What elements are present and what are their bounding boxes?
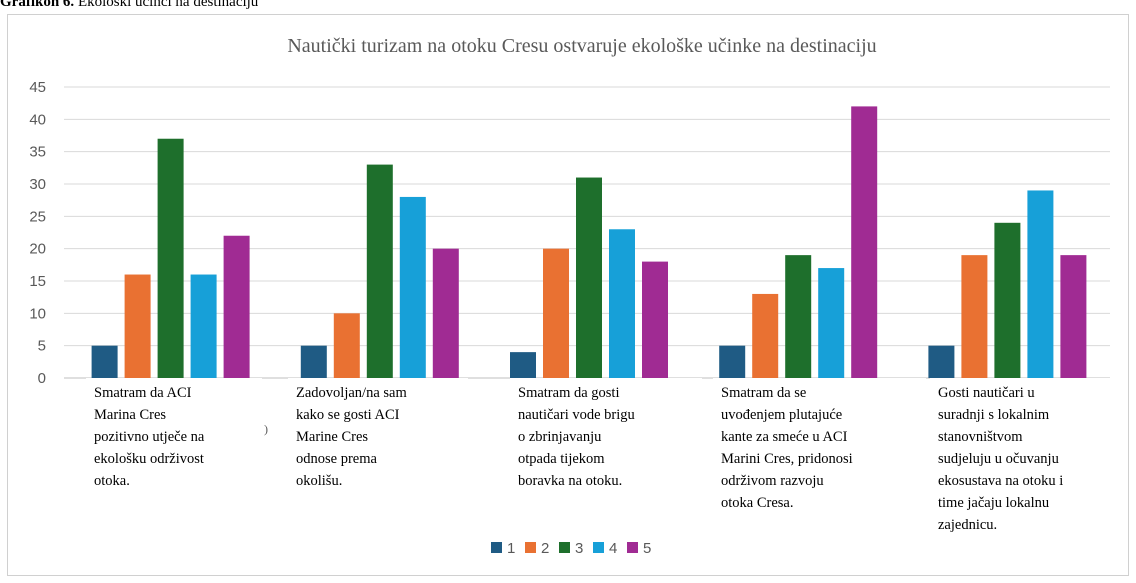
category-label-1: Smatram da ACI Marina Cres pozitivno utječ… — [86, 378, 262, 496]
bar-series-2-cat-1 — [124, 274, 151, 378]
legend-label-1: 1 — [507, 540, 515, 557]
stray-mark: ) — [264, 422, 268, 436]
y-tick-label: 0 — [38, 370, 46, 387]
category-label-line: Marine Cres — [296, 429, 369, 445]
chart-title: Nautički turizam na otoku Cresu ostvaruj… — [287, 35, 876, 57]
bar-series-3-cat-1 — [157, 138, 184, 378]
bar-series-4-cat-2 — [399, 196, 426, 378]
y-tick-label: 20 — [29, 241, 46, 258]
category-label-line: otoka. — [94, 473, 130, 489]
category-label-5: Gosti nautičari u suradnji s lokalnim stan… — [930, 378, 1110, 540]
legend-swatch-2 — [525, 542, 536, 553]
category-label-line: otpada tijekom — [518, 451, 605, 467]
bar-series-2-cat-3 — [543, 248, 569, 378]
category-label-line: održivom razvoju — [721, 473, 824, 489]
category-label-line: o zbrinjavanju — [518, 429, 602, 445]
bar-series-3-cat-4 — [785, 255, 812, 378]
category-label-line: time jačaju lokalnu — [938, 495, 1050, 511]
category-label-line: nautičari vode brigu — [518, 407, 635, 423]
category-label-line: Gosti nautičari u — [938, 385, 1035, 401]
bar-series-1-cat-5 — [928, 345, 955, 378]
bar-series-1-cat-2 — [300, 345, 327, 378]
bar-series-1-cat-1 — [91, 345, 118, 378]
category-label-line: sudjeluju u očuvanju — [938, 451, 1059, 467]
legend-label-5: 5 — [643, 540, 651, 557]
bar-series-4-cat-3 — [609, 229, 635, 378]
bar-series-3-cat-3 — [576, 177, 602, 378]
bar-series-1-cat-4 — [719, 345, 746, 378]
bar-series-4-cat-5 — [1027, 190, 1054, 378]
category-label-line: Marini Cres, pridonosi — [721, 451, 853, 467]
category-label-line: Smatram da ACI — [94, 385, 192, 401]
legend-swatch-5 — [627, 542, 638, 553]
y-tick-label: 15 — [29, 273, 46, 290]
category-label-line: boravka na otoku. — [518, 473, 623, 489]
legend-swatch-4 — [593, 542, 604, 553]
legend-swatch-3 — [559, 542, 570, 553]
legend-swatch-1 — [491, 542, 502, 553]
category-label-line: uvođenjem plutajuće — [721, 407, 843, 423]
legend-label-3: 3 — [575, 540, 583, 557]
category-label-3: Smatram da gosti nautičari vode brigu o zb… — [510, 378, 702, 496]
y-tick-label: 25 — [29, 208, 46, 225]
y-tick-label: 10 — [29, 305, 46, 322]
category-label-line: pozitivno utječe na — [94, 429, 205, 445]
caption-prefix: Grafikon 6. — [0, 0, 75, 10]
category-label-line: Marina Cres — [94, 407, 167, 423]
category-label-line: ekosustava na otoku i — [938, 473, 1064, 489]
category-label-line: odnose prema — [296, 451, 377, 467]
category-label-line: zajednicu. — [938, 517, 998, 533]
category-label-line: kante za smeće u ACI — [721, 429, 848, 445]
category-label-line: ekološku održivost — [94, 451, 204, 467]
legend: 1 2 3 4 5 — [491, 540, 651, 557]
y-tick-label: 45 — [29, 79, 46, 96]
bar-series-2-cat-2 — [333, 313, 360, 378]
bar-series-2-cat-4 — [752, 293, 779, 378]
category-label-line: otoka Cresa. — [721, 495, 794, 511]
y-axis-ticks: 0 5 10 15 20 25 30 35 40 45 — [29, 79, 46, 387]
category-label-2: Zadovoljan/na sam kako se gosti ACI Marine… — [288, 378, 468, 496]
bar-series-5-cat-4 — [851, 106, 878, 379]
bar-series-4-cat-4 — [818, 268, 845, 378]
caption-text: Ekološki učinci na destinaciju — [77, 0, 259, 10]
legend-label-4: 4 — [609, 540, 617, 557]
bar-series-4-cat-1 — [190, 274, 217, 378]
category-label-4: Smatram da se uvođenjem plutajuće kante za… — [713, 378, 926, 518]
bars — [91, 106, 1087, 379]
bar-series-5-cat-5 — [1060, 255, 1087, 378]
y-tick-label: 5 — [38, 338, 46, 355]
category-label-line: Smatram da se — [721, 385, 807, 401]
category-label-line: Smatram da gosti — [518, 385, 620, 401]
bar-series-5-cat-3 — [642, 261, 668, 378]
figure-caption: Grafikon 6. Ekološki učinci na destinaci… — [0, 0, 258, 10]
bar-series-5-cat-1 — [223, 235, 250, 378]
bar-series-2-cat-5 — [961, 255, 988, 378]
legend-label-2: 2 — [541, 540, 549, 557]
category-label-line: stanovništvom — [938, 429, 1023, 445]
bar-series-3-cat-5 — [994, 222, 1021, 378]
bar-series-3-cat-2 — [366, 164, 393, 378]
category-label-line: kako se gosti ACI — [296, 407, 400, 423]
y-tick-label: 30 — [29, 176, 46, 193]
category-label-line: suradnji s lokalnim — [938, 407, 1050, 423]
y-tick-label: 35 — [29, 144, 46, 161]
category-label-line: okolišu. — [296, 473, 343, 489]
y-tick-label: 40 — [29, 111, 46, 128]
category-label-line: Zadovoljan/na sam — [296, 385, 407, 401]
bar-series-1-cat-3 — [510, 352, 536, 378]
bar-series-5-cat-2 — [432, 248, 459, 378]
